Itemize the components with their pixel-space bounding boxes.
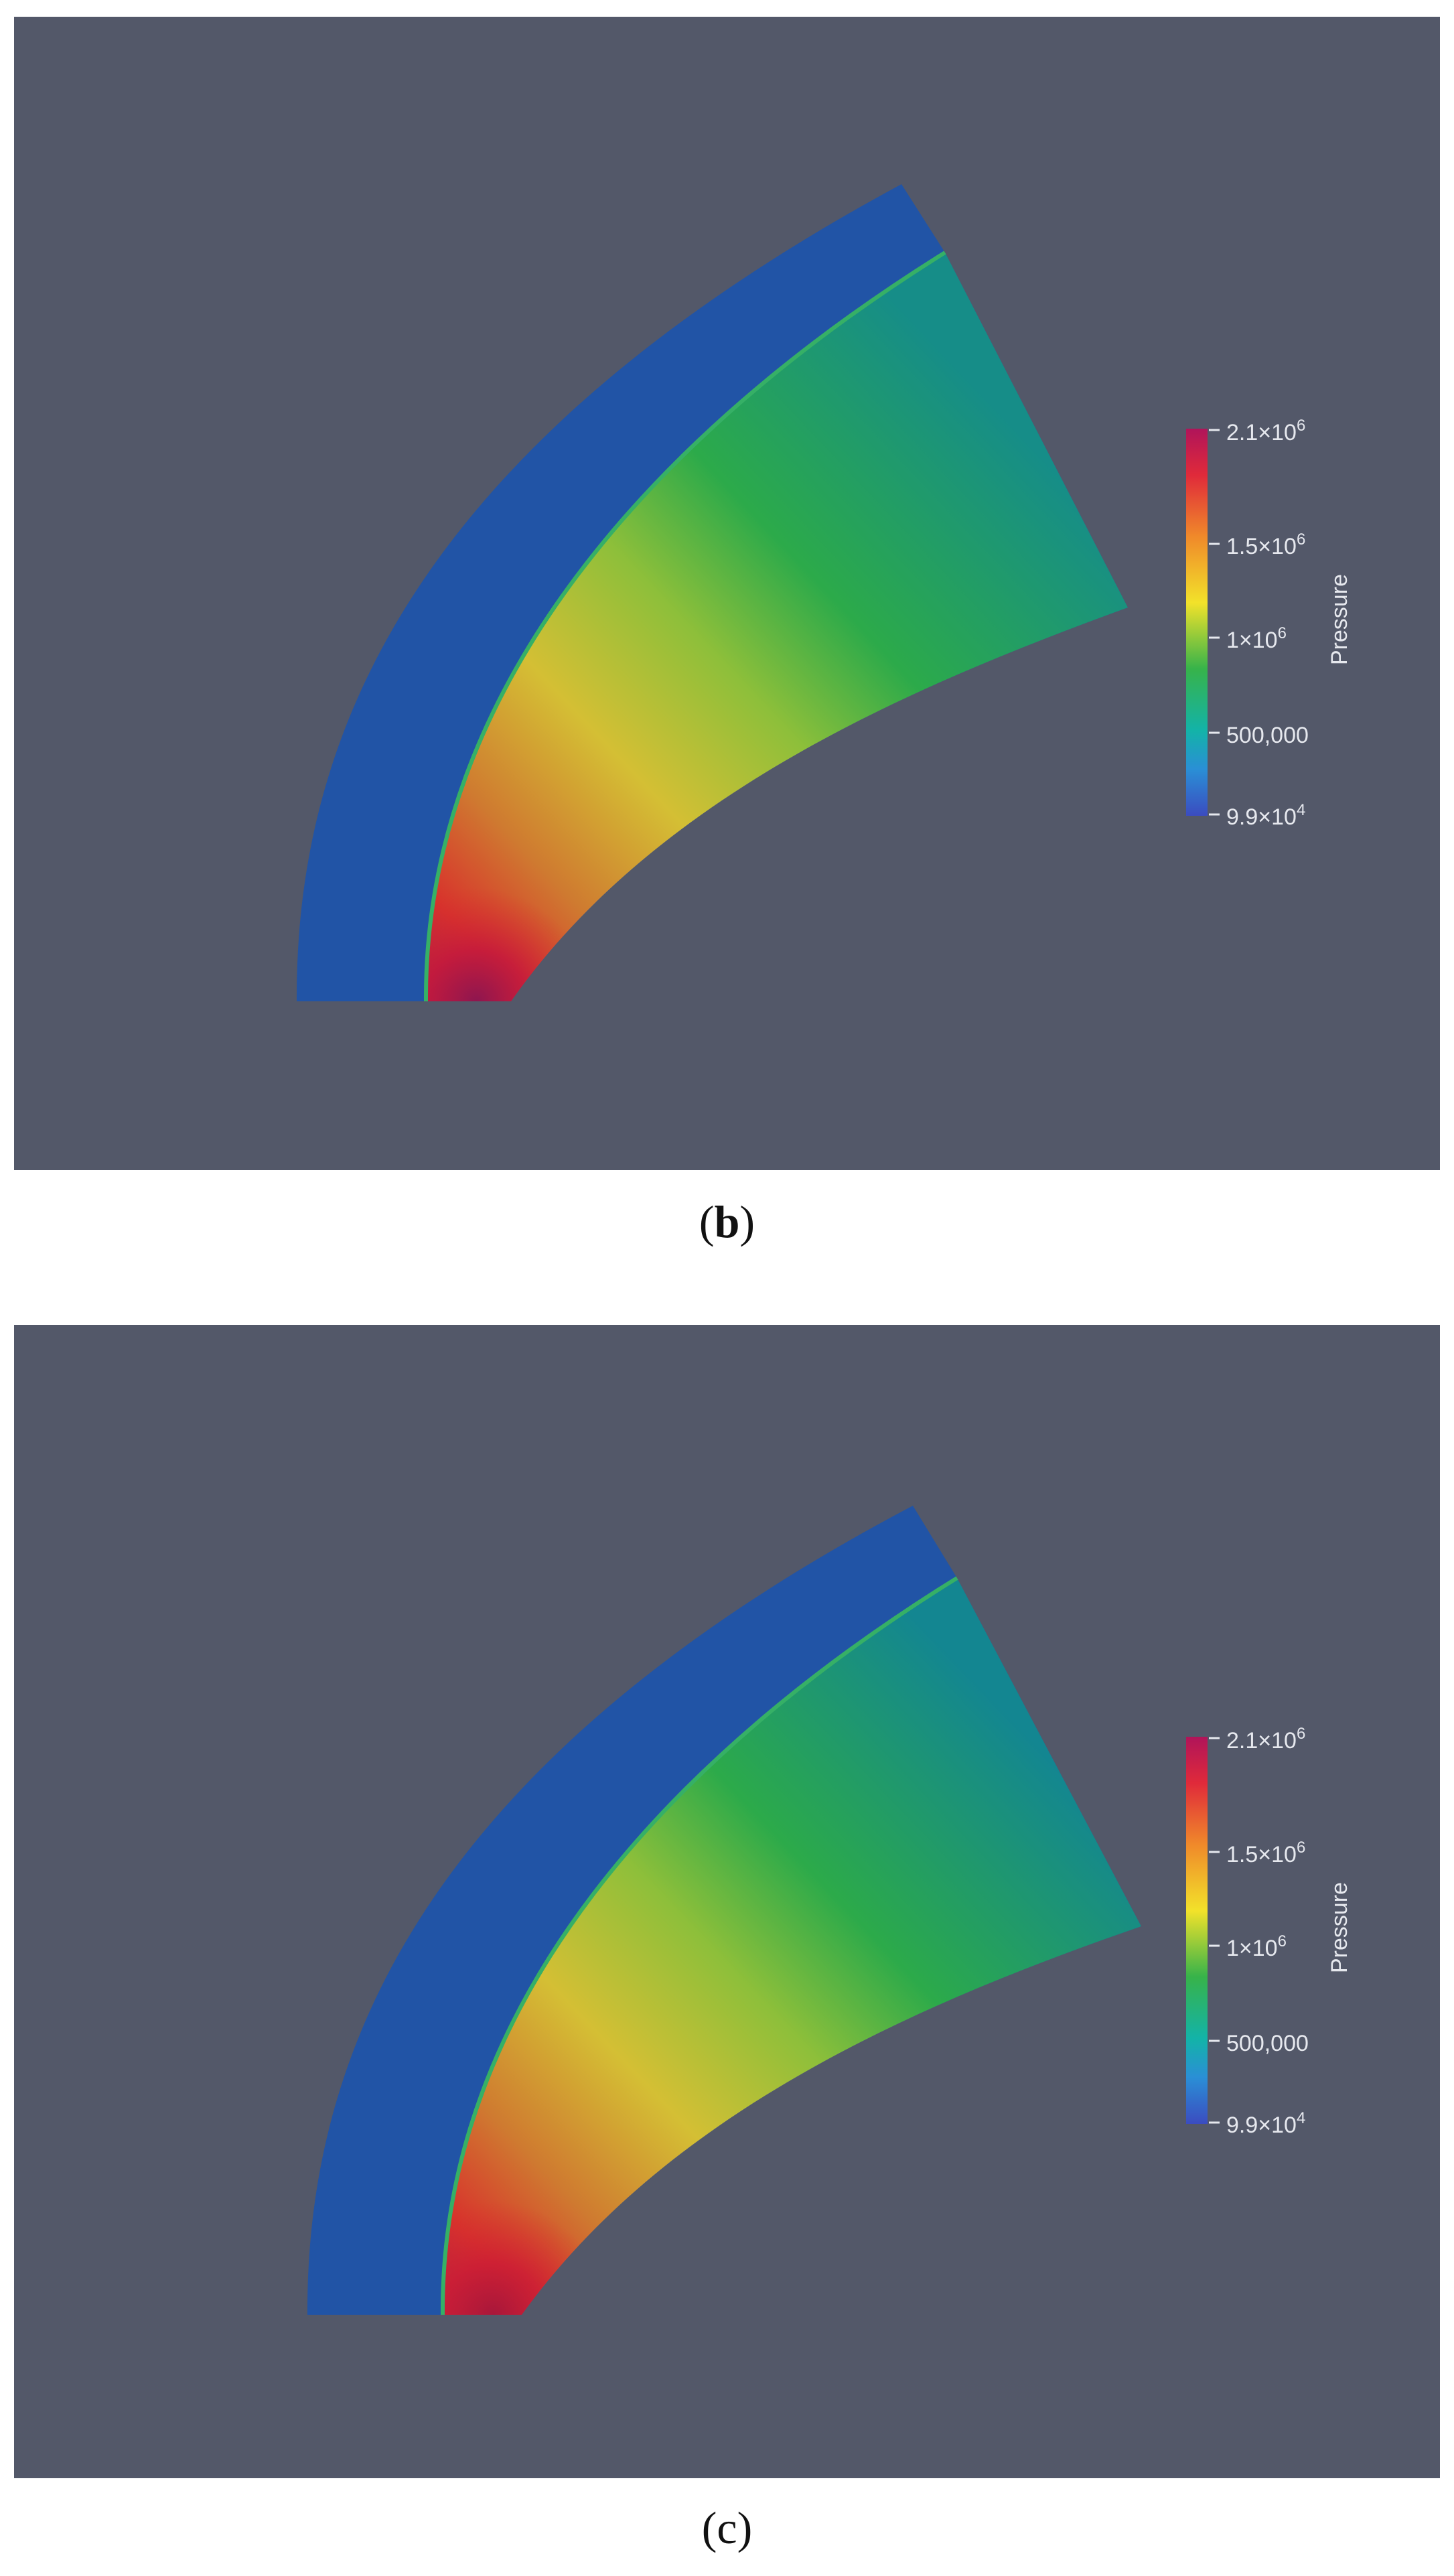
colorbar-tick-label: 2.1×106 (1226, 1725, 1305, 1754)
flow-field-panel-b: 2.1×106 1.5×106 1×106 500,000 9.9×104 Pr… (14, 17, 1440, 1170)
colorbar-tick-label: 1.5×106 (1226, 1839, 1305, 1867)
colorbar-tick-label: 9.9×104 (1226, 2109, 1305, 2138)
flow-field-panel-c: 2.1×106 1.5×106 1×106 500,000 9.9×104 Pr… (14, 1325, 1440, 2478)
stagnation-region (425, 253, 1129, 1001)
colorbar-tick-label: 1.5×106 (1226, 530, 1305, 559)
colorbar-tick-label: 1×106 (1226, 1932, 1287, 1961)
colorbar-c: 2.1×106 1.5×106 1×106 500,000 9.9×104 Pr… (1186, 1725, 1352, 2138)
colorbar-title: Pressure (1327, 574, 1352, 665)
caption-b: (b) (699, 1196, 755, 1247)
colorbar-tick-label: 2.1×106 (1226, 417, 1305, 445)
shock-front-line (440, 1576, 958, 2315)
colorbar-scale-b (1186, 429, 1208, 816)
shock-front-line (423, 251, 946, 1002)
pressure-contour-plot-c: 2.1×106 1.5×106 1×106 500,000 9.9×104 Pr… (307, 1506, 1352, 2315)
caption-c: (c) (701, 2502, 753, 2553)
colorbar-scale-c (1186, 1737, 1208, 2124)
colorbar-tick-label: 500,000 (1226, 723, 1309, 748)
colorbar-tick-label: 500,000 (1226, 2031, 1309, 2056)
colorbar-b: 2.1×106 1.5×106 1×106 500,000 9.9×104 Pr… (1186, 417, 1352, 830)
stagnation-region (442, 1578, 1142, 2315)
colorbar-tick-label: 9.9×104 (1226, 801, 1305, 830)
colorbar-title: Pressure (1327, 1882, 1352, 1973)
pressure-contour-plot-b: 2.1×106 1.5×106 1×106 500,000 9.9×104 Pr… (296, 184, 1352, 1002)
colorbar-tick-label: 1×106 (1226, 624, 1287, 653)
